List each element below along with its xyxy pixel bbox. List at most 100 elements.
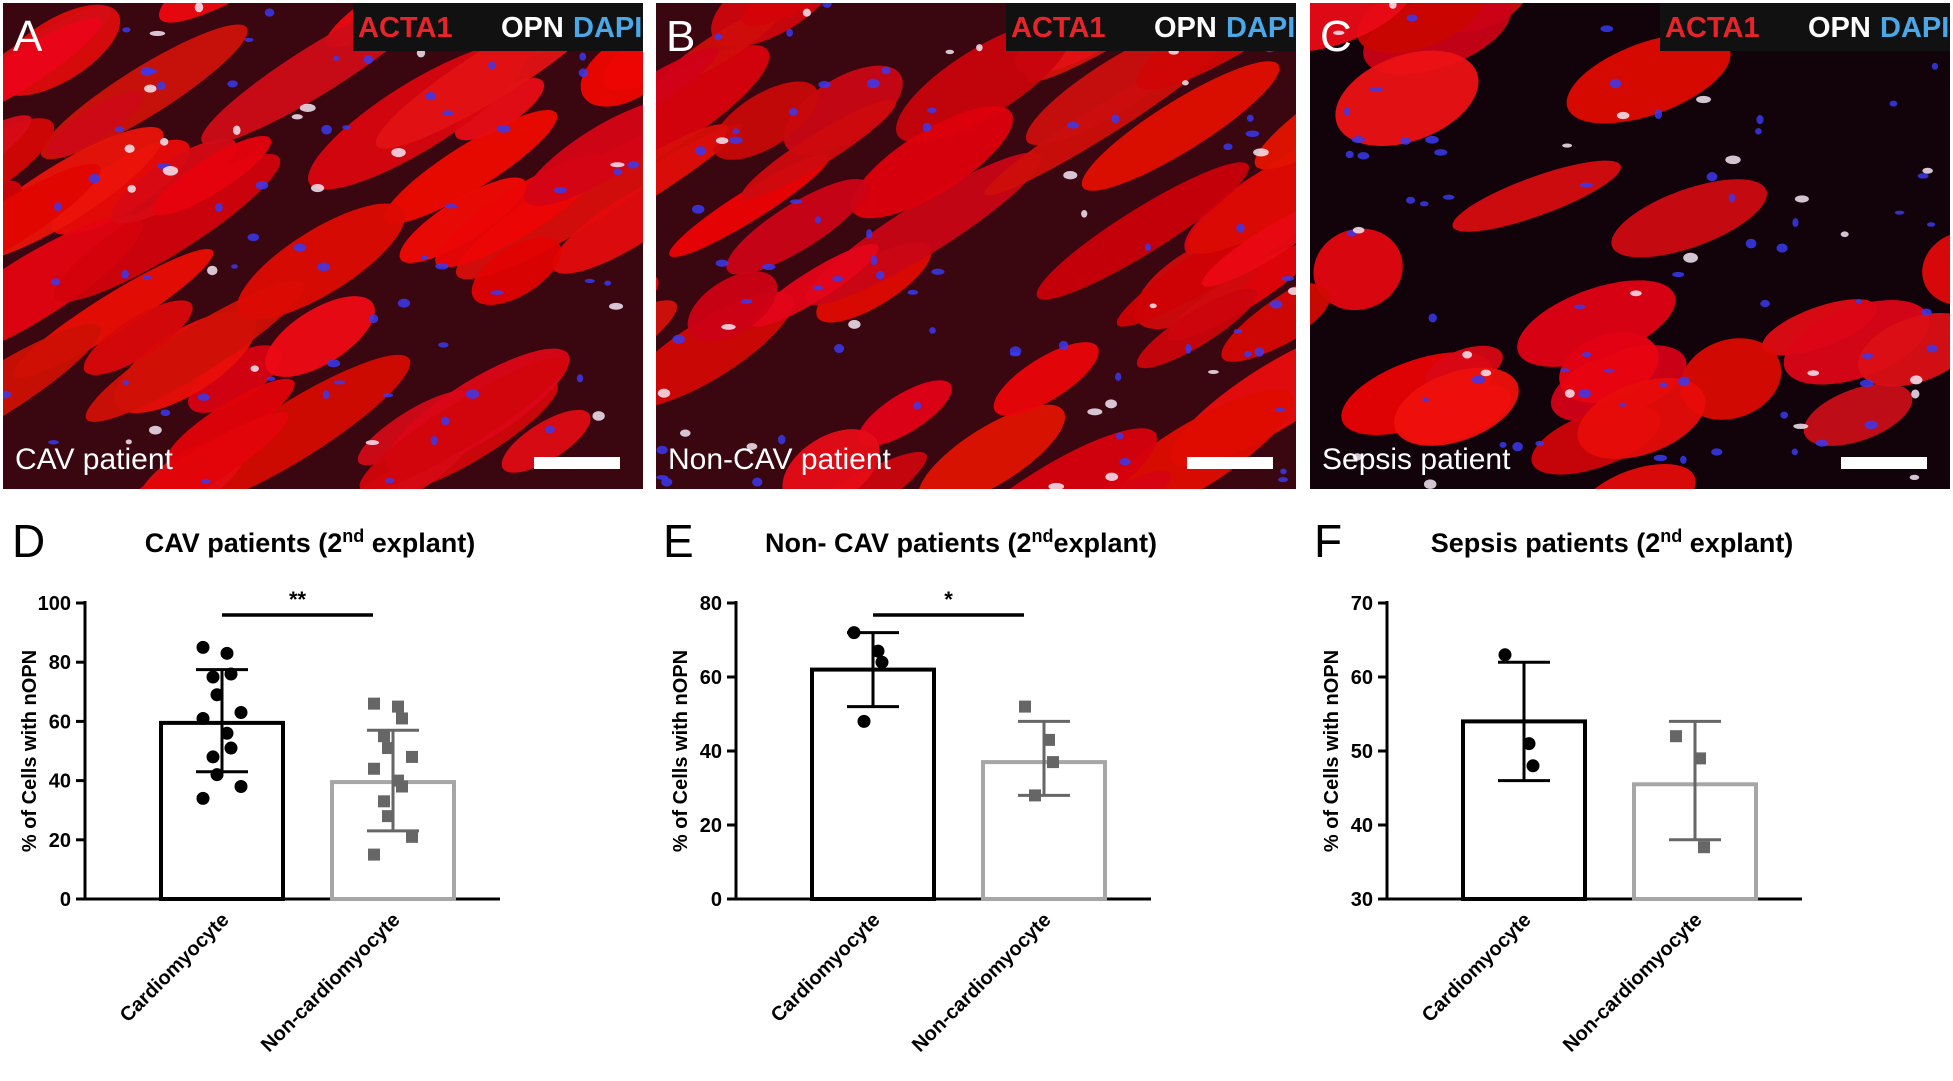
legend-dapi: DAPI — [1880, 12, 1949, 44]
data-point — [1694, 752, 1706, 765]
legend-opn: OPN — [501, 12, 564, 44]
x-tick-label: Non-cardiomyocyte — [257, 909, 405, 1057]
x-tick-label: Non-cardiomyocyte — [1559, 909, 1707, 1057]
y-axis-label: % of Cells with nOPN — [1321, 650, 1343, 852]
significance-label: ** — [289, 587, 307, 612]
data-point — [1498, 648, 1512, 662]
legend-dapi: DAPI — [573, 12, 642, 44]
chart-title: CAV patients (2nd explant) — [145, 526, 476, 558]
data-point — [224, 741, 238, 755]
panel-letter: C — [1320, 12, 1352, 61]
y-tick-label: 70 — [1351, 593, 1373, 615]
data-point — [378, 795, 390, 808]
channel-legend: ACTA1 OPN DAPI — [1660, 3, 1950, 51]
y-tick-label: 80 — [49, 652, 71, 674]
chart-title: Non- CAV patients (2ndexplant) — [765, 526, 1157, 558]
x-tick-label: Cardiomyocyte — [116, 909, 234, 1027]
data-point — [396, 712, 408, 725]
data-point — [1522, 737, 1536, 751]
data-point — [1698, 841, 1710, 854]
panel-letter: D — [12, 515, 45, 567]
y-tick-label: 40 — [49, 771, 71, 793]
data-point — [1043, 733, 1055, 746]
micrograph-panel-b: B ACTA1 OPN DAPI Non-CAV patient — [656, 3, 1296, 489]
data-point — [871, 644, 885, 658]
data-point — [857, 714, 871, 728]
data-point — [382, 742, 394, 755]
data-point — [210, 688, 224, 702]
y-tick-label: 30 — [1351, 889, 1373, 911]
y-axis-label: % of Cells with nOPN — [19, 650, 41, 852]
y-tick-label: 0 — [711, 889, 722, 911]
data-point — [234, 780, 248, 794]
legend-opn: OPN — [1808, 12, 1871, 44]
significance-label: * — [944, 587, 953, 612]
chart-panel-d: D CAV patients (2nd explant) % of Cells wi… — [0, 500, 650, 1081]
data-point — [406, 750, 418, 763]
x-tick-label: Non-cardiomyocyte — [908, 909, 1056, 1057]
data-point — [220, 646, 234, 660]
legend-opn: OPN — [1154, 12, 1217, 44]
panel-letter: E — [663, 515, 694, 567]
y-tick-label: 40 — [700, 741, 722, 763]
legend-acta1: ACTA1 — [1665, 12, 1760, 44]
panel-caption: CAV patient — [15, 443, 174, 476]
data-point — [1047, 756, 1059, 769]
data-point — [382, 810, 394, 823]
data-point — [392, 700, 404, 713]
data-point — [210, 768, 224, 782]
y-tick-label: 80 — [700, 593, 722, 615]
scale-bar — [1841, 457, 1927, 469]
x-tick-label: Cardiomyocyte — [767, 909, 885, 1027]
x-tick-label: Cardiomyocyte — [1418, 909, 1536, 1027]
data-point — [1670, 730, 1682, 743]
scale-bar — [534, 457, 620, 469]
data-point — [196, 791, 210, 805]
data-point — [206, 670, 220, 684]
tissue-image — [3, 3, 643, 489]
scale-bar — [1187, 457, 1273, 469]
data-point — [368, 697, 380, 710]
legend-acta1: ACTA1 — [1011, 12, 1106, 44]
channel-legend: ACTA1 OPN DAPI — [1006, 3, 1296, 51]
data-point — [224, 667, 238, 681]
y-tick-label: 60 — [1351, 667, 1373, 689]
y-axis-label: % of Cells with nOPN — [670, 650, 692, 852]
data-point — [368, 848, 380, 861]
chart-panel-e: E Non- CAV patients (2ndexplant) % of Cell… — [651, 500, 1301, 1081]
data-point — [206, 750, 220, 764]
legend-dapi: DAPI — [1226, 12, 1295, 44]
chart-title: Sepsis patients (2nd explant) — [1431, 526, 1794, 558]
y-tick-label: 20 — [700, 815, 722, 837]
legend-acta1: ACTA1 — [358, 12, 453, 44]
y-tick-label: 40 — [1351, 815, 1373, 837]
panel-letter: F — [1314, 515, 1342, 567]
channel-legend: ACTA1 OPN DAPI — [353, 3, 643, 51]
micrograph-panel-c: C ACTA1 OPN DAPI Sepsis patient — [1310, 3, 1950, 489]
y-tick-label: 0 — [60, 889, 71, 911]
data-point — [406, 830, 418, 843]
y-tick-label: 60 — [700, 667, 722, 689]
data-point — [368, 762, 380, 775]
data-point — [220, 726, 234, 740]
data-point — [1526, 759, 1540, 773]
data-point — [1029, 789, 1041, 802]
data-point — [196, 711, 210, 725]
panel-caption: Non-CAV patient — [668, 443, 892, 476]
data-point — [234, 706, 248, 720]
data-point — [378, 730, 390, 743]
tissue-image — [1310, 3, 1950, 489]
y-tick-label: 100 — [38, 593, 71, 615]
data-point — [396, 780, 408, 793]
y-tick-label: 20 — [49, 830, 71, 852]
tissue-image — [656, 3, 1296, 489]
panel-letter: A — [13, 12, 43, 61]
y-tick-label: 60 — [49, 711, 71, 733]
micrograph-panel-a: A ACTA1 OPN DAPI CAV patient — [3, 3, 643, 489]
data-point — [196, 640, 210, 654]
y-tick-label: 50 — [1351, 741, 1373, 763]
panel-letter: B — [666, 12, 695, 61]
data-point — [875, 655, 889, 669]
data-point — [1019, 700, 1031, 713]
data-point — [847, 626, 861, 640]
